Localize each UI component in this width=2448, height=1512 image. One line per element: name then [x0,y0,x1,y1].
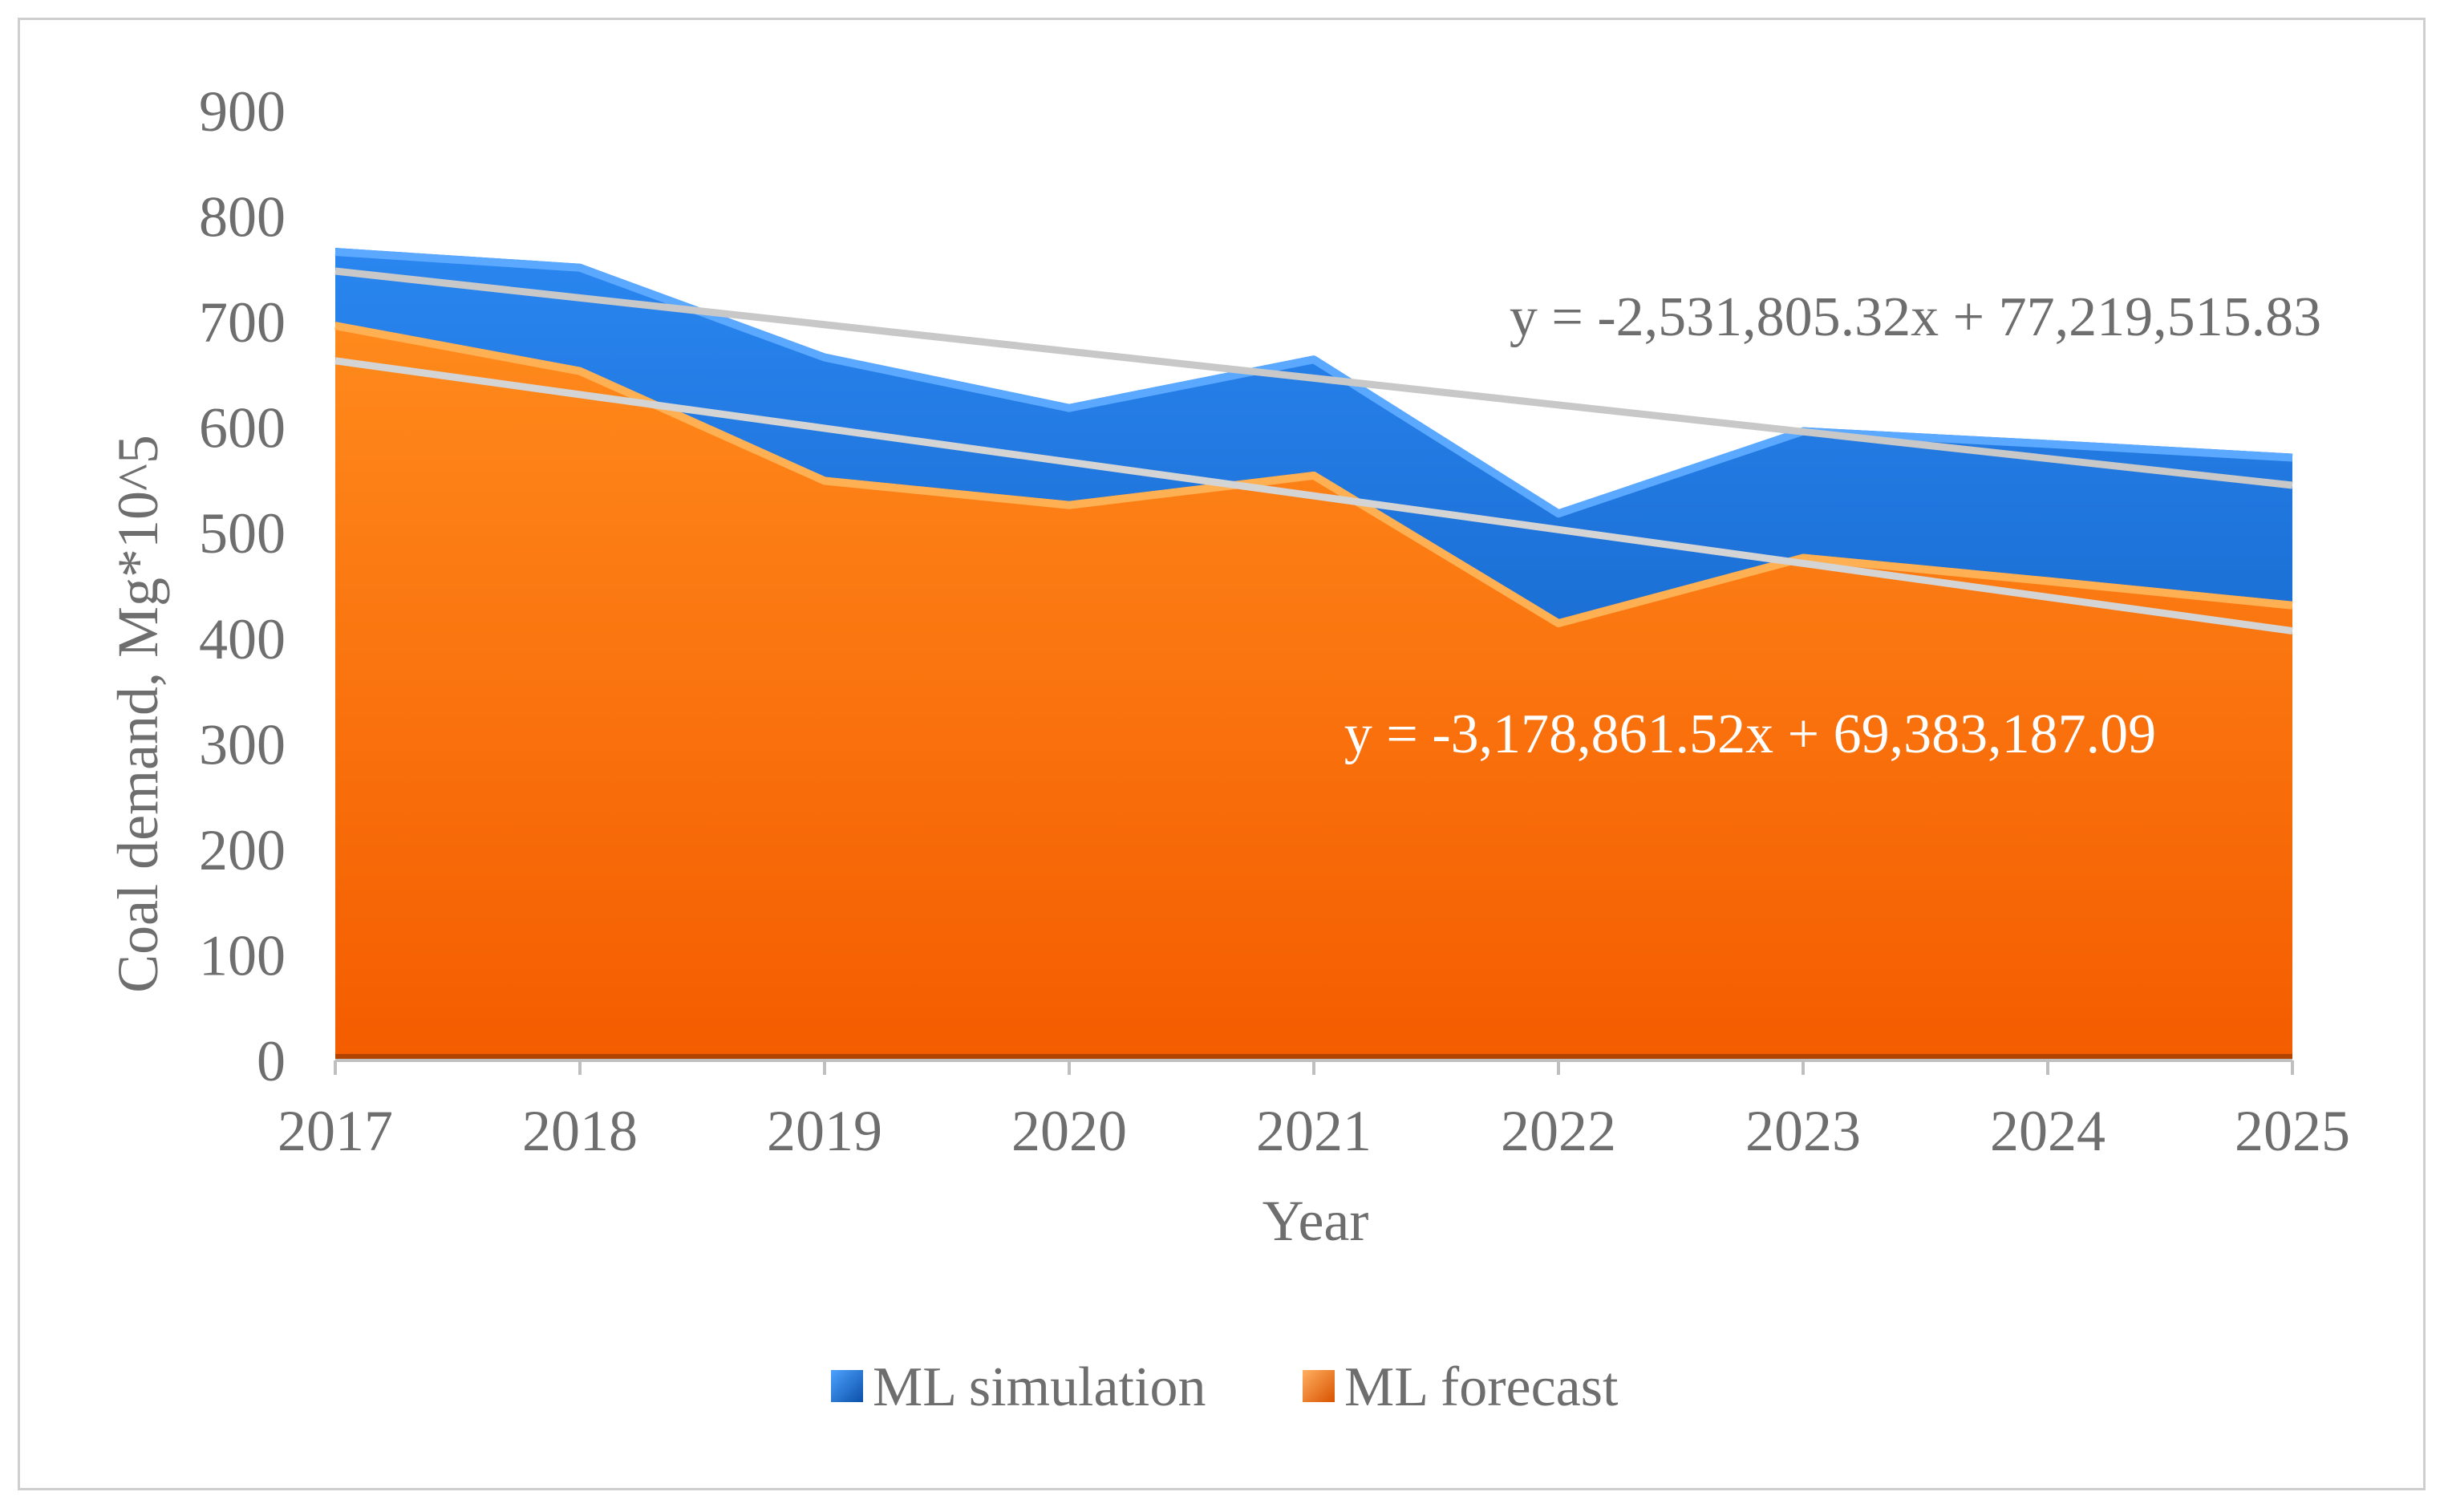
x-tick-label: 2018 [522,1099,638,1163]
x-axis-title: Year [1263,1189,1369,1253]
y-tick-label: 700 [199,290,286,355]
y-axis-tick-labels: 0 100 200 300 400 500 600 700 800 900 [199,79,286,1093]
x-tick-label: 2021 [1256,1099,1372,1163]
ml-forecast-trendline [334,357,2293,635]
y-tick-label: 900 [199,79,286,144]
y-tick-label: 200 [199,818,286,882]
ml-forecast-area [335,322,2292,1061]
legend: ML simulation ML forecast [831,1356,1619,1418]
ml-forecast-legend-label: ML forecast [1344,1356,1619,1418]
x-tick-label: 2019 [767,1099,882,1163]
area-series-group [334,248,2293,1061]
y-tick-label: 500 [199,501,286,565]
ml-simulation-legend-swatch [831,1370,863,1402]
ml-forecast-trend-equation: y = -3,178,861.52x + 69,383,187.09 [1344,703,2156,765]
trendline-group [334,267,2293,635]
ml-forecast-legend-swatch [1303,1370,1335,1402]
x-tick-label: 2020 [1011,1099,1127,1163]
y-axis-title: Coal demand, Mg*10^5 [106,435,170,993]
ml-simulation-trend-equation: y = -2,531,805.32x + 77,219,515.83 [1510,286,2321,348]
x-tick-label: 2025 [2235,1099,2350,1163]
x-tick-label: 2024 [1990,1099,2106,1163]
x-tick-label: 2017 [278,1099,393,1163]
x-tick-label: 2022 [1501,1099,1616,1163]
ml-simulation-trendline [334,267,2293,489]
y-tick-label: 0 [257,1029,286,1093]
y-tick-label: 800 [199,185,286,249]
ml-simulation-top-edge [334,248,2293,518]
y-tick-label: 300 [199,712,286,776]
x-axis-tick-labels: 2017 2018 2019 2020 2021 2022 2023 2024 2025 [278,1060,2350,1163]
x-tick-label: 2023 [1745,1099,1861,1163]
y-tick-label: 400 [199,607,286,671]
ml-simulation-legend-label: ML simulation [873,1356,1206,1418]
area-base-shadow [335,1054,2292,1060]
y-tick-label: 600 [199,396,286,460]
y-tick-label: 100 [199,923,286,987]
